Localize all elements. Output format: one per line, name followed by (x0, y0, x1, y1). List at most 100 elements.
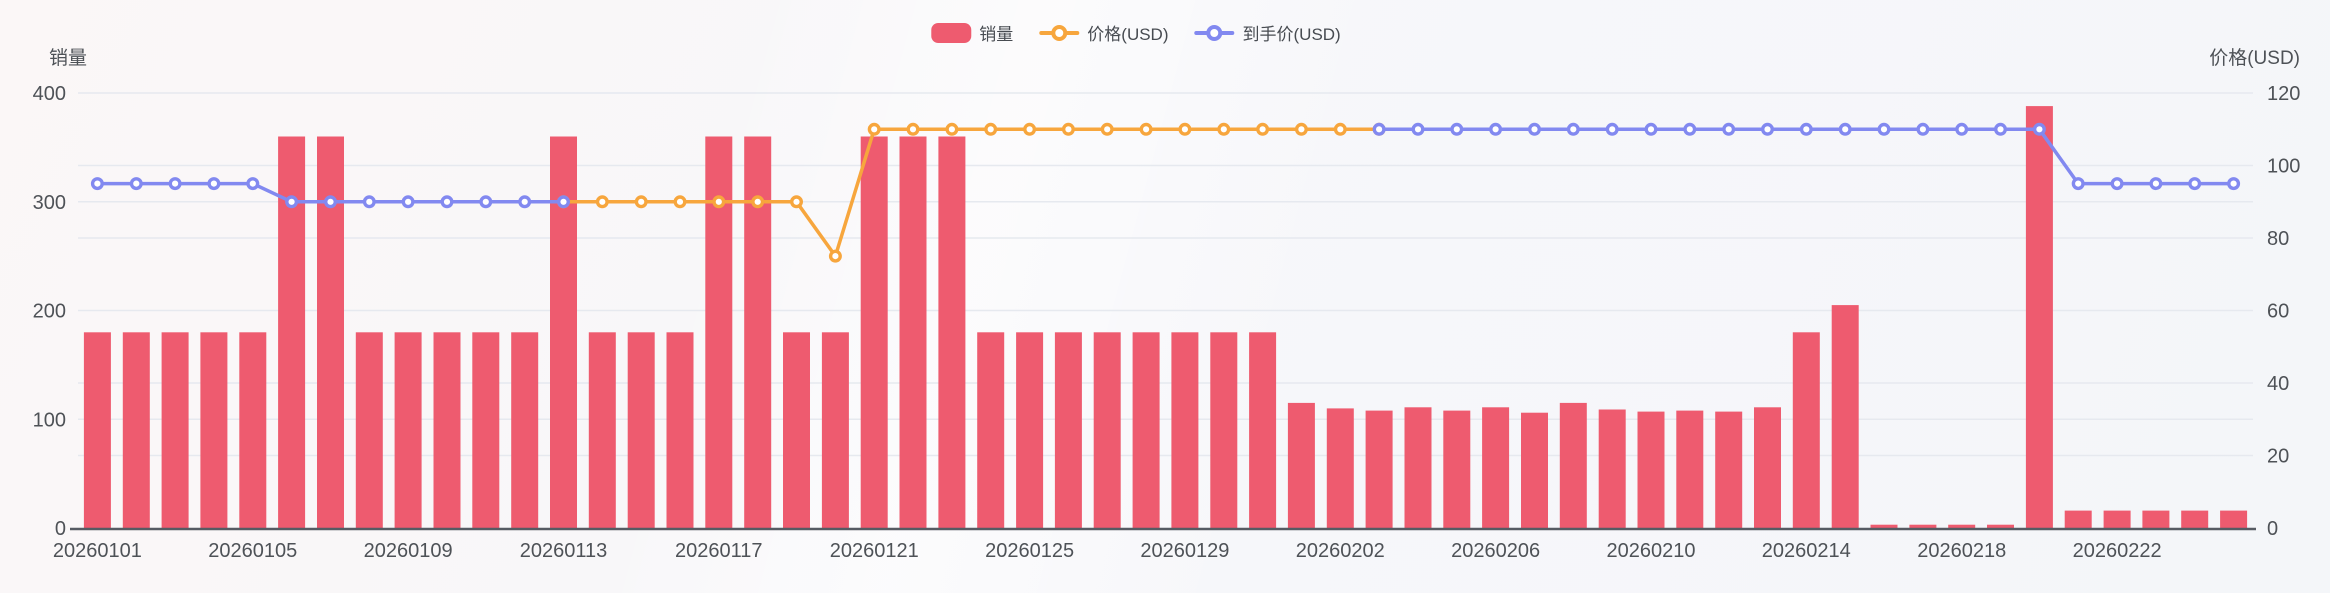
bar-20260120[interactable] (821, 332, 849, 529)
bar-20260220[interactable] (2025, 106, 2053, 528)
bar-20260209[interactable] (1598, 409, 1626, 529)
net-price-point-20260205[interactable] (1450, 122, 1464, 136)
bar-20260217[interactable] (1909, 524, 1937, 528)
bar-20260210[interactable] (1637, 411, 1665, 528)
price-point-20260120[interactable] (828, 249, 842, 263)
net-price-point-20260207[interactable] (1527, 122, 1541, 136)
bar-20260101[interactable] (83, 332, 111, 529)
net-price-point-20260204[interactable] (1411, 122, 1425, 136)
bar-20260108[interactable] (355, 332, 383, 529)
bar-20260112[interactable] (511, 332, 539, 529)
net-price-point-20260203[interactable] (1372, 122, 1386, 136)
bar-20260104[interactable] (200, 332, 228, 529)
bar-20260126[interactable] (1054, 332, 1082, 529)
net-price-point-20260219[interactable] (1993, 122, 2007, 136)
bar-20260103[interactable] (161, 332, 189, 529)
legend-item-sales[interactable]: 销量 (931, 20, 1013, 45)
price-point-20260117[interactable] (712, 195, 726, 209)
net-price-point-20260225[interactable] (2227, 177, 2241, 191)
price-point-20260115[interactable] (634, 195, 648, 209)
bar-20260129[interactable] (1171, 332, 1199, 529)
net-price-point-20260223[interactable] (2149, 177, 2163, 191)
bar-20260202[interactable] (1326, 408, 1354, 528)
bar-20260223[interactable] (2142, 510, 2170, 528)
net-price-point-20260102[interactable] (129, 177, 143, 191)
net-price-point-20260108[interactable] (362, 195, 376, 209)
net-price-point-20260211[interactable] (1683, 122, 1697, 136)
bar-20260114[interactable] (588, 332, 616, 529)
net-price-point-20260113[interactable] (557, 195, 571, 209)
bar-20260204[interactable] (1404, 407, 1432, 528)
bar-20260216[interactable] (1870, 524, 1898, 528)
net-price-point-20260103[interactable] (168, 177, 182, 191)
bar-20260206[interactable] (1482, 407, 1510, 528)
bar-20260212[interactable] (1715, 411, 1743, 528)
bar-20260130[interactable] (1210, 332, 1238, 529)
bar-20260125[interactable] (1016, 332, 1044, 529)
bar-20260221[interactable] (2064, 510, 2092, 528)
bar-20260203[interactable] (1365, 410, 1393, 528)
price-point-20260118[interactable] (751, 195, 765, 209)
bar-20260118[interactable] (744, 136, 772, 529)
bar-20260117[interactable] (705, 136, 733, 529)
bar-20260128[interactable] (1132, 332, 1160, 529)
bar-20260218[interactable] (1948, 524, 1976, 528)
net-price-point-20260112[interactable] (518, 195, 532, 209)
legend-item-price[interactable]: 价格(USD) (1039, 20, 1169, 45)
bar-20260121[interactable] (860, 136, 888, 529)
bar-20260201[interactable] (1287, 402, 1315, 528)
bar-20260215[interactable] (1831, 305, 1859, 528)
bar-20260111[interactable] (472, 332, 500, 529)
bar-20260214[interactable] (1792, 332, 1820, 529)
price-point-20260122[interactable] (906, 122, 920, 136)
net-price-point-20260106[interactable] (285, 195, 299, 209)
bar-20260106[interactable] (278, 136, 306, 529)
price-point-20260124[interactable] (984, 122, 998, 136)
net-price-point-20260206[interactable] (1489, 122, 1503, 136)
price-point-20260201[interactable] (1294, 122, 1308, 136)
net-price-point-20260101[interactable] (90, 177, 104, 191)
price-point-20260123[interactable] (945, 122, 959, 136)
price-point-20260125[interactable] (1023, 122, 1037, 136)
bar-20260208[interactable] (1559, 402, 1587, 528)
net-price-point-20260217[interactable] (1916, 122, 1930, 136)
bar-20260119[interactable] (783, 332, 810, 529)
bar-20260105[interactable] (239, 332, 267, 529)
net-price-point-20260109[interactable] (401, 195, 415, 209)
price-point-20260131[interactable] (1256, 122, 1270, 136)
net-price-point-20260111[interactable] (479, 195, 493, 209)
price-point-20260126[interactable] (1061, 122, 1075, 136)
net-price-point-20260213[interactable] (1760, 122, 1774, 136)
net-price-point-20260216[interactable] (1877, 122, 1891, 136)
bar-20260207[interactable] (1521, 412, 1548, 528)
bar-20260205[interactable] (1443, 410, 1471, 528)
bar-20260109[interactable] (394, 332, 422, 529)
bar-20260211[interactable] (1676, 410, 1704, 528)
net-price-point-20260224[interactable] (2188, 177, 2202, 191)
net-price-point-20260104[interactable] (207, 177, 221, 191)
bar-20260222[interactable] (2103, 510, 2131, 528)
legend-item-net-price[interactable]: 到手价(USD) (1194, 20, 1341, 45)
bar-20260213[interactable] (1754, 407, 1781, 528)
price-point-20260202[interactable] (1333, 122, 1347, 136)
price-point-20260114[interactable] (595, 195, 609, 209)
price-point-20260119[interactable] (790, 195, 804, 209)
net-price-point-20260215[interactable] (1838, 122, 1852, 136)
bar-20260110[interactable] (433, 332, 461, 529)
net-price-point-20260222[interactable] (2110, 177, 2124, 191)
bar-20260225[interactable] (2220, 510, 2248, 528)
net-price-point-20260218[interactable] (1955, 122, 1969, 136)
bar-20260122[interactable] (899, 136, 927, 529)
bar-20260219[interactable] (1987, 524, 2014, 528)
bar-20260113[interactable] (550, 136, 577, 529)
net-price-point-20260107[interactable] (324, 195, 338, 209)
price-point-20260116[interactable] (673, 195, 687, 209)
bar-20260107[interactable] (317, 136, 344, 529)
price-point-20260128[interactable] (1139, 122, 1153, 136)
net-price-point-20260209[interactable] (1605, 122, 1619, 136)
bar-20260131[interactable] (1249, 332, 1277, 529)
price-point-20260121[interactable] (867, 122, 881, 136)
net-price-point-20260110[interactable] (440, 195, 454, 209)
net-price-point-20260105[interactable] (246, 177, 260, 191)
net-price-point-20260208[interactable] (1566, 122, 1580, 136)
